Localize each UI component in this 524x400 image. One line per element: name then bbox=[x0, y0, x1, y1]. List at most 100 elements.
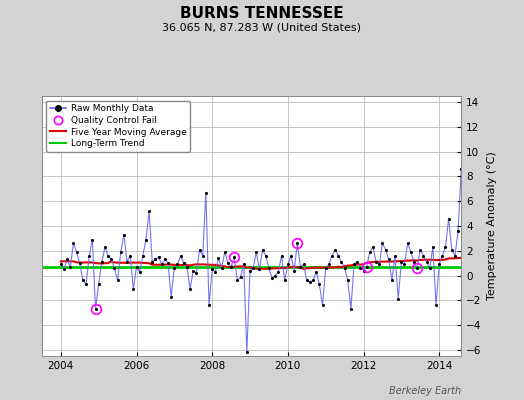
Point bbox=[133, 264, 141, 270]
Point bbox=[79, 277, 87, 284]
Point bbox=[69, 240, 78, 246]
Point bbox=[334, 252, 343, 259]
Point bbox=[252, 249, 260, 255]
Point bbox=[110, 265, 118, 271]
Point bbox=[466, 240, 475, 246]
Point bbox=[425, 265, 434, 271]
Point bbox=[394, 296, 402, 302]
Point bbox=[347, 306, 355, 312]
Point bbox=[293, 240, 301, 246]
Point bbox=[180, 260, 188, 266]
Point bbox=[265, 265, 273, 271]
Point bbox=[167, 293, 176, 300]
Point bbox=[305, 278, 314, 285]
Point bbox=[139, 252, 147, 259]
Point bbox=[60, 266, 68, 272]
Point bbox=[173, 261, 182, 268]
Point bbox=[161, 256, 169, 263]
Point bbox=[136, 269, 144, 275]
Point bbox=[413, 265, 421, 271]
Point bbox=[261, 252, 270, 259]
Point bbox=[158, 261, 166, 268]
Point bbox=[119, 232, 128, 238]
Point bbox=[296, 264, 304, 270]
Point bbox=[230, 254, 238, 260]
Point bbox=[341, 265, 349, 271]
Point bbox=[359, 267, 368, 274]
Point bbox=[419, 252, 428, 259]
Point bbox=[353, 259, 362, 265]
Point bbox=[66, 264, 74, 270]
Point bbox=[151, 256, 160, 263]
Text: 36.065 N, 87.283 W (United States): 36.065 N, 87.283 W (United States) bbox=[162, 22, 362, 32]
Point bbox=[485, 228, 494, 234]
Point bbox=[504, 249, 512, 255]
Point bbox=[447, 246, 456, 253]
Point bbox=[299, 261, 308, 268]
Legend: Raw Monthly Data, Quality Control Fail, Five Year Moving Average, Long-Term Tren: Raw Monthly Data, Quality Control Fail, … bbox=[47, 100, 190, 152]
Point bbox=[444, 215, 453, 222]
Point bbox=[410, 259, 418, 265]
Point bbox=[315, 281, 323, 287]
Point bbox=[422, 259, 431, 265]
Point bbox=[287, 252, 295, 259]
Point bbox=[378, 240, 387, 246]
Point bbox=[318, 302, 326, 308]
Point bbox=[391, 252, 399, 259]
Point bbox=[366, 249, 374, 255]
Point bbox=[473, 256, 481, 263]
Point bbox=[186, 286, 194, 292]
Point bbox=[214, 255, 223, 261]
Point bbox=[170, 265, 179, 271]
Point bbox=[104, 252, 112, 259]
Point bbox=[312, 269, 320, 275]
Point bbox=[454, 228, 462, 234]
Point bbox=[479, 252, 487, 259]
Point bbox=[233, 277, 242, 284]
Point bbox=[82, 281, 90, 287]
Y-axis label: Temperature Anomaly (°C): Temperature Anomaly (°C) bbox=[487, 152, 497, 300]
Point bbox=[495, 256, 503, 263]
Point bbox=[57, 261, 65, 268]
Point bbox=[429, 244, 437, 250]
Point bbox=[460, 252, 468, 259]
Point bbox=[75, 260, 84, 266]
Point bbox=[438, 252, 446, 259]
Point bbox=[63, 256, 71, 263]
Point bbox=[277, 252, 286, 259]
Point bbox=[246, 267, 254, 274]
Point bbox=[328, 252, 336, 259]
Point bbox=[202, 189, 210, 196]
Point bbox=[101, 244, 109, 250]
Point bbox=[302, 277, 311, 284]
Point bbox=[227, 264, 235, 270]
Point bbox=[400, 261, 409, 268]
Point bbox=[199, 252, 207, 259]
Point bbox=[369, 244, 377, 250]
Point bbox=[488, 249, 497, 255]
Point bbox=[221, 249, 229, 255]
Point bbox=[344, 277, 352, 284]
Point bbox=[249, 265, 257, 271]
Point bbox=[113, 277, 122, 284]
Point bbox=[385, 256, 393, 263]
Point bbox=[403, 240, 412, 246]
Point bbox=[243, 349, 251, 356]
Point bbox=[183, 264, 191, 270]
Point bbox=[85, 252, 93, 259]
Point bbox=[192, 270, 201, 276]
Point bbox=[501, 277, 509, 284]
Text: BURNS TENNESSEE: BURNS TENNESSEE bbox=[180, 6, 344, 21]
Point bbox=[205, 302, 213, 308]
Point bbox=[148, 259, 157, 265]
Text: Berkeley Earth: Berkeley Earth bbox=[389, 386, 461, 396]
Point bbox=[195, 246, 204, 253]
Point bbox=[271, 272, 279, 279]
Point bbox=[126, 252, 134, 259]
Point bbox=[457, 166, 465, 172]
Point bbox=[142, 236, 150, 243]
Point bbox=[283, 261, 292, 268]
Point bbox=[337, 259, 346, 265]
Point bbox=[211, 269, 220, 275]
Point bbox=[372, 259, 380, 265]
